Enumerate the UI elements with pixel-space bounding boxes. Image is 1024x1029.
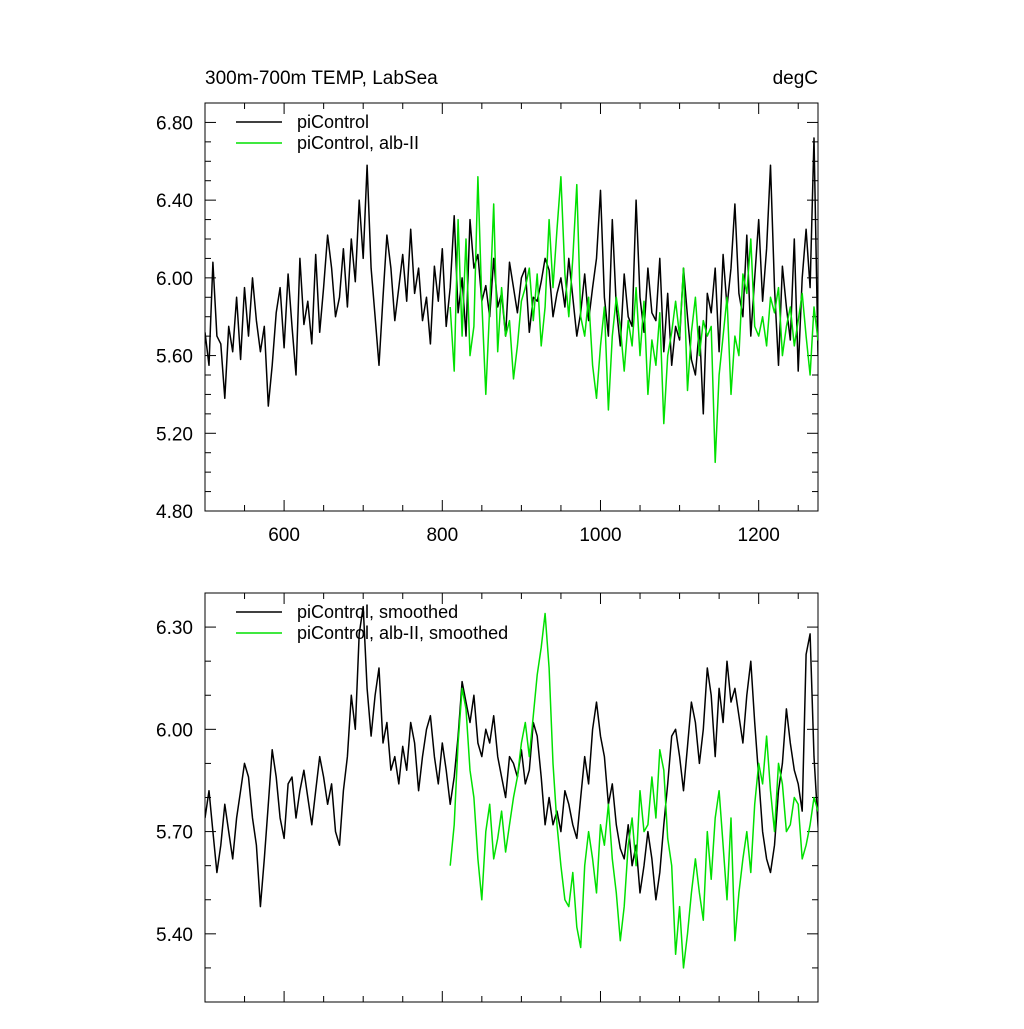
y-tick-label: 6.00: [156, 720, 193, 741]
y-tick-label: 6.30: [156, 618, 193, 639]
series-line-picontrol: [205, 137, 818, 415]
y-tick-label: 5.20: [156, 424, 193, 445]
series-line-alb-ii: [449, 176, 818, 464]
y-tick-label: 4.80: [156, 502, 193, 523]
legend-label: piControl: [297, 112, 369, 132]
chart-panel-2: 5.40 5.70 6.00 6.30 piControl, smoothedpiCon…: [156, 592, 819, 1003]
series-line-picontrol: [205, 605, 818, 908]
x-tick-label: 800: [426, 525, 458, 546]
y-tick-label: 6.00: [156, 269, 193, 290]
x-tick-label: 1200: [738, 525, 780, 546]
x-tick-label: 600: [268, 525, 300, 546]
y-tick-label: 5.70: [156, 823, 193, 844]
legend-label: piControl, alb-II: [297, 133, 419, 153]
y-tick-label: 5.60: [156, 347, 193, 368]
x-tick-label: 1000: [579, 525, 621, 546]
plot-frame: [204, 592, 819, 1003]
y-tick-label: 5.40: [156, 925, 193, 946]
chart-title: 300m-700m TEMP, LabSea: [205, 68, 438, 89]
chart-panel-1: 600 800 1000 1200 4.80 5.20 5.60 6.00 6.40 6.80 30…: [156, 68, 819, 546]
legend-label: piControl, smoothed: [297, 602, 458, 622]
legend-label: piControl, alb-II, smoothed: [297, 623, 508, 643]
chart-units: degC: [773, 68, 818, 89]
series-line-alb-ii: [449, 612, 818, 969]
y-tick-label: 6.40: [156, 191, 193, 212]
plot-frame: [204, 102, 819, 512]
y-tick-label: 6.80: [156, 113, 193, 134]
